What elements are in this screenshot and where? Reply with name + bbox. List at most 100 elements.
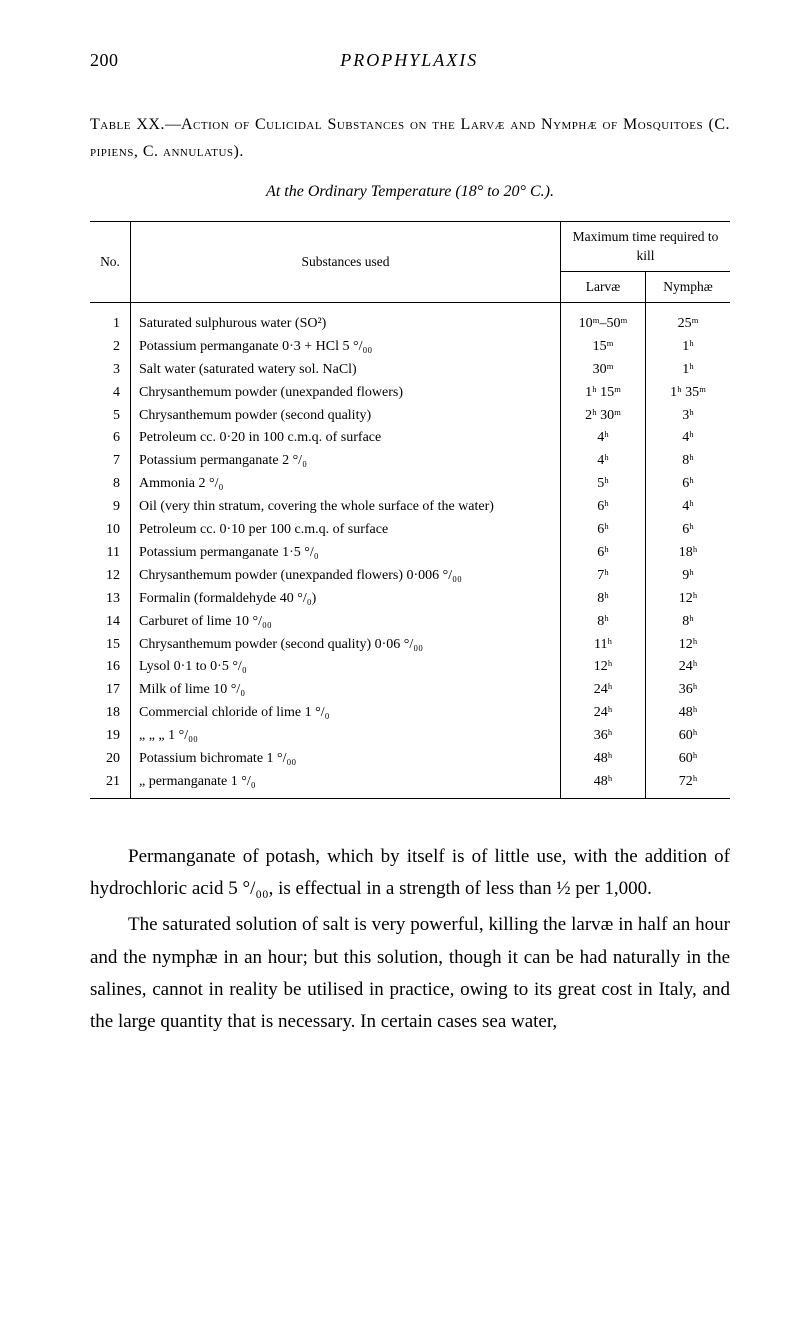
table-row: 6Petroleum cc. 0·20 in 100 c.m.q. of sur… [90, 427, 730, 450]
cell-larvae: 1ʰ 15ᵐ [561, 382, 646, 405]
cell-larvae: 6ʰ [561, 519, 646, 542]
cell-substance: Chrysanthemum powder (unexpanded flowers… [131, 382, 561, 405]
cell-no: 14 [90, 611, 131, 634]
cell-larvae: 12ʰ [561, 656, 646, 679]
col-header-larvae: Larvæ [561, 271, 646, 302]
cell-no: 6 [90, 427, 131, 450]
cell-substance: „ permanganate 1 °/₀ [131, 771, 561, 798]
col-header-group: Maximum time required to kill [561, 222, 731, 271]
cell-substance: „ „ „ 1 °/₀₀ [131, 725, 561, 748]
cell-substance: Chrysanthemum powder (second quality) [131, 405, 561, 428]
cell-no: 16 [90, 656, 131, 679]
cell-nymphae: 72ʰ [646, 771, 731, 798]
table-row: 7Potassium permanganate 2 °/₀4ʰ8ʰ [90, 450, 730, 473]
cell-substance: Chrysanthemum powder (second quality) 0·… [131, 634, 561, 657]
data-table: No. Substances used Maximum time require… [90, 221, 730, 798]
table-row: 11Potassium permanganate 1·5 °/₀6ʰ18ʰ [90, 542, 730, 565]
table-row: 14Carburet of lime 10 °/₀₀8ʰ8ʰ [90, 611, 730, 634]
cell-substance: Carburet of lime 10 °/₀₀ [131, 611, 561, 634]
cell-nymphae: 60ʰ [646, 725, 731, 748]
table-caption-title: Action of Culicidal Substances on the La… [90, 116, 730, 160]
cell-larvae: 4ʰ [561, 450, 646, 473]
cell-no: 10 [90, 519, 131, 542]
cell-larvae: 2ʰ 30ᵐ [561, 405, 646, 428]
cell-no: 8 [90, 473, 131, 496]
cell-nymphae: 12ʰ [646, 588, 731, 611]
cell-nymphae: 1ʰ 35ᵐ [646, 382, 731, 405]
cell-no: 15 [90, 634, 131, 657]
cell-nymphae: 36ʰ [646, 679, 731, 702]
table-row: 10Petroleum cc. 0·10 per 100 c.m.q. of s… [90, 519, 730, 542]
table-row: 2Potassium permanganate 0·3 + HCl 5 °/₀₀… [90, 336, 730, 359]
cell-nymphae: 12ʰ [646, 634, 731, 657]
cell-larvae: 48ʰ [561, 748, 646, 771]
cell-nymphae: 4ʰ [646, 496, 731, 519]
cell-no: 9 [90, 496, 131, 519]
cell-substance: Milk of lime 10 °/₀ [131, 679, 561, 702]
cell-substance: Ammonia 2 °/₀ [131, 473, 561, 496]
table-row: 16Lysol 0·1 to 0·5 °/₀12ʰ24ʰ [90, 656, 730, 679]
cell-larvae: 48ʰ [561, 771, 646, 798]
cell-larvae: 36ʰ [561, 725, 646, 748]
cell-larvae: 10ᵐ–50ᵐ [561, 313, 646, 336]
table-row: 4Chrysanthemum powder (unexpanded flower… [90, 382, 730, 405]
cell-nymphae: 1ʰ [646, 359, 731, 382]
table-row: 18Commercial chloride of lime 1 °/₀24ʰ48… [90, 702, 730, 725]
table-row: 21 „ permanganate 1 °/₀48ʰ72ʰ [90, 771, 730, 798]
cell-substance: Potassium bichromate 1 °/₀₀ [131, 748, 561, 771]
cell-no: 21 [90, 771, 131, 798]
cell-larvae: 11ʰ [561, 634, 646, 657]
table-row: 8Ammonia 2 °/₀5ʰ6ʰ [90, 473, 730, 496]
table-row: 19 „ „ „ 1 °/₀₀36ʰ60ʰ [90, 725, 730, 748]
cell-substance: Potassium permanganate 0·3 + HCl 5 °/₀₀ [131, 336, 561, 359]
cell-nymphae: 3ʰ [646, 405, 731, 428]
cell-no: 20 [90, 748, 131, 771]
cell-nymphae: 1ʰ [646, 336, 731, 359]
table-body: 1Saturated sulphurous water (SO²)10ᵐ–50ᵐ… [90, 303, 730, 799]
cell-no: 7 [90, 450, 131, 473]
cell-substance: Lysol 0·1 to 0·5 °/₀ [131, 656, 561, 679]
cell-substance: Chrysanthemum powder (unexpanded flowers… [131, 565, 561, 588]
cell-no: 13 [90, 588, 131, 611]
body-text: Permanganate of potash, which by itself … [90, 841, 730, 1039]
cell-nymphae: 8ʰ [646, 611, 731, 634]
cell-substance: Saturated sulphurous water (SO²) [131, 313, 561, 336]
cell-no: 2 [90, 336, 131, 359]
table-row: 9Oil (very thin stratum, covering the wh… [90, 496, 730, 519]
cell-substance: Salt water (saturated watery sol. NaCl) [131, 359, 561, 382]
cell-larvae: 24ʰ [561, 702, 646, 725]
cell-larvae: 15ᵐ [561, 336, 646, 359]
cell-nymphae: 9ʰ [646, 565, 731, 588]
table-row: 1Saturated sulphurous water (SO²)10ᵐ–50ᵐ… [90, 313, 730, 336]
cell-larvae: 4ʰ [561, 427, 646, 450]
table-row: 17Milk of lime 10 °/₀24ʰ36ʰ [90, 679, 730, 702]
cell-larvae: 7ʰ [561, 565, 646, 588]
cell-nymphae: 18ʰ [646, 542, 731, 565]
table-row: 20Potassium bichromate 1 °/₀₀48ʰ60ʰ [90, 748, 730, 771]
cell-nymphae: 60ʰ [646, 748, 731, 771]
cell-nymphae: 8ʰ [646, 450, 731, 473]
cell-larvae: 24ʰ [561, 679, 646, 702]
cell-no: 19 [90, 725, 131, 748]
cell-larvae: 6ʰ [561, 496, 646, 519]
table-row: 15Chrysanthemum powder (second quality) … [90, 634, 730, 657]
page: 200 PROPHYLAXIS Table XX.—Action of Culi… [0, 0, 800, 1343]
cell-substance: Petroleum cc. 0·10 per 100 c.m.q. of sur… [131, 519, 561, 542]
cell-no: 1 [90, 313, 131, 336]
cell-no: 17 [90, 679, 131, 702]
cell-larvae: 5ʰ [561, 473, 646, 496]
cell-larvae: 8ʰ [561, 611, 646, 634]
cell-no: 5 [90, 405, 131, 428]
cell-nymphae: 48ʰ [646, 702, 731, 725]
table-row: 3Salt water (saturated watery sol. NaCl)… [90, 359, 730, 382]
table-row: 12Chrysanthemum powder (unexpanded flowe… [90, 565, 730, 588]
col-header-substances: Substances used [131, 222, 561, 303]
cell-no: 11 [90, 542, 131, 565]
cell-no: 3 [90, 359, 131, 382]
paragraph-1: Permanganate of potash, which by itself … [90, 841, 730, 906]
cell-no: 12 [90, 565, 131, 588]
table-caption-lead: Table XX. [90, 116, 165, 133]
cell-larvae: 8ʰ [561, 588, 646, 611]
cell-nymphae: 4ʰ [646, 427, 731, 450]
cell-substance: Potassium permanganate 1·5 °/₀ [131, 542, 561, 565]
